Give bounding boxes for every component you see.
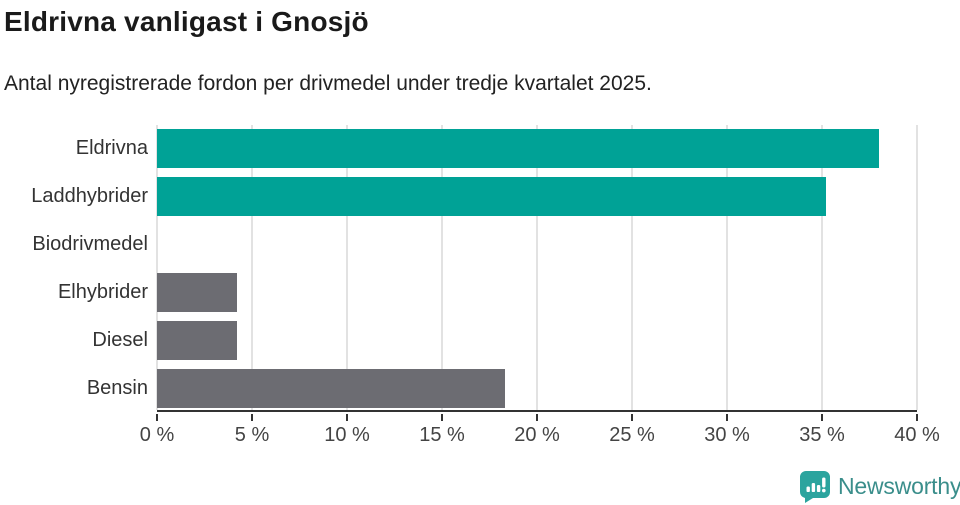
- axis-tick-label: 10 %: [324, 424, 370, 446]
- gridline: [251, 125, 253, 410]
- axis-tick: [156, 414, 158, 421]
- axis-tick: [441, 414, 443, 421]
- category-label: Diesel: [92, 328, 148, 351]
- bar: [157, 177, 826, 217]
- axis-tick: [726, 414, 728, 421]
- gridline: [821, 125, 823, 410]
- category-label: Bensin: [86, 376, 148, 399]
- category-label: Elhybrider: [57, 280, 148, 303]
- bar: [157, 368, 505, 408]
- gridline: [631, 125, 633, 410]
- bar: [157, 129, 879, 169]
- newsworthy-wordmark: Newsworthy: [838, 473, 960, 499]
- bar: [157, 272, 237, 312]
- axis-tick-label: 5 %: [234, 424, 270, 446]
- x-axis: 0 % 5 % 10 % 15 % 20 % 25 % 30 % 35 % 40 %: [140, 414, 940, 455]
- axis-tick-label: 20 %: [514, 424, 560, 446]
- axis-tick: [346, 414, 348, 421]
- category-axis: Eldrivna Laddhybrider Biodrivmedel Elhybrid…: [0, 125, 148, 412]
- axis-tick: [916, 414, 918, 421]
- bar-chart: Eldrivna Laddhybrider Biodrivmedel Elhybrid…: [0, 125, 960, 455]
- gridline: [156, 125, 158, 410]
- chart-subtitle: Antal nyregistrerade fordon per drivmede…: [4, 72, 652, 95]
- axis-tick: [251, 414, 253, 421]
- axis-tick-label: 35 %: [799, 424, 845, 446]
- axis-tick-label: 30 %: [704, 424, 750, 446]
- axis-tick-label: 25 %: [609, 424, 655, 446]
- gridline: [346, 125, 348, 410]
- page-title: Eldrivna vanligast i Gnosjö: [4, 6, 369, 37]
- gridline: [536, 125, 538, 410]
- gridline: [441, 125, 443, 410]
- axis-tick: [536, 414, 538, 421]
- bar: [157, 320, 237, 360]
- axis-tick-label: 15 %: [419, 424, 465, 446]
- axis-tick: [631, 414, 633, 421]
- category-label: Eldrivna: [75, 137, 148, 160]
- axis-tick-label: 40 %: [894, 424, 940, 446]
- category-label: Laddhybrider: [31, 185, 148, 208]
- category-label: Biodrivmedel: [32, 233, 148, 256]
- axis-tick-label: 0 %: [139, 424, 175, 446]
- gridline: [726, 125, 728, 410]
- newsworthy-logo: Newsworthy: [799, 470, 960, 503]
- bar-chart-speech-bubble-icon: [799, 471, 830, 503]
- gridline: [916, 125, 918, 410]
- axis-tick: [821, 414, 823, 421]
- plot-area: [156, 125, 918, 412]
